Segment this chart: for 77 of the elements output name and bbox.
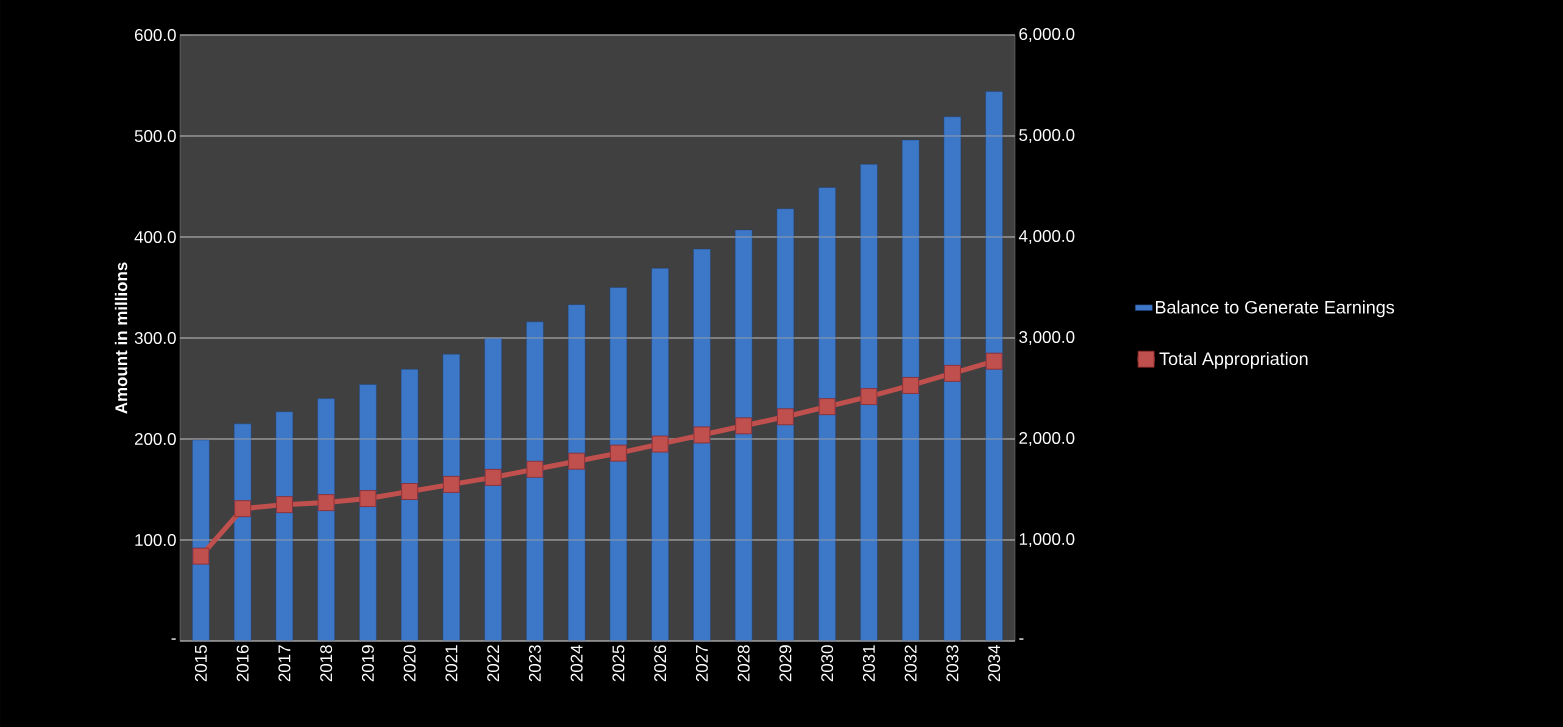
point [526, 460, 544, 478]
x-tick-label: 2026 [654, 645, 667, 682]
point [442, 476, 460, 493]
bar [860, 164, 878, 642]
point [609, 444, 627, 462]
point [943, 364, 961, 382]
x-tick-label: 2024 [570, 645, 583, 682]
y2-tick-label: 1,000.0 [1019, 532, 1075, 547]
bar [693, 248, 711, 642]
x-tick-label: 2015 [194, 645, 207, 682]
bar [359, 384, 377, 642]
legend-label: Balance to Generate Earnings [1155, 300, 1395, 318]
bar [484, 337, 502, 642]
y2-tick-label: 4,000.0 [1018, 229, 1075, 244]
y-axis-title: Amount in millions [114, 262, 128, 414]
bar [233, 423, 252, 642]
bar [818, 187, 836, 642]
y-tick-label: 400.0 [134, 230, 176, 243]
bar [901, 139, 920, 642]
x-tick-label: 2030 [821, 645, 834, 682]
x-tick-label: 2020 [403, 645, 416, 682]
bar [400, 369, 419, 642]
y-tick-label: 100.0 [135, 533, 176, 546]
y2-tick-label: 5,000.0 [1019, 128, 1075, 143]
bar [943, 116, 962, 642]
x-tick-label: 2021 [445, 645, 458, 682]
bar [317, 398, 335, 642]
x-tick-label: 2023 [528, 645, 541, 682]
bar [985, 91, 1003, 642]
legend-label: Total Appropriation [1159, 351, 1308, 369]
y-tick-label: 600.0 [134, 28, 176, 41]
point [484, 468, 502, 486]
x-tick-label: 2034 [988, 645, 1001, 682]
x-tick-label: 2027 [695, 645, 708, 682]
x-tick-label: 2017 [278, 645, 291, 682]
y-tick-label: 500.0 [134, 129, 176, 142]
x-tick-label: 2019 [361, 645, 374, 682]
point [651, 435, 669, 453]
point [818, 398, 836, 416]
x-tick-label: 2025 [612, 645, 625, 682]
point [317, 494, 335, 512]
bar [567, 304, 586, 642]
point [860, 388, 878, 405]
bar [275, 411, 294, 642]
bar [651, 268, 669, 642]
x-tick-label: 2016 [236, 645, 249, 682]
point [359, 490, 377, 507]
point [192, 547, 210, 565]
y-tick-label: 200.0 [134, 432, 176, 445]
x-tick-label: 2031 [862, 645, 875, 682]
point [776, 408, 794, 426]
bar [609, 287, 628, 642]
x-tick-label: 2018 [320, 645, 333, 682]
x-tick-label: 2028 [737, 645, 750, 682]
x-tick-label: 2029 [779, 645, 792, 682]
bar [776, 208, 795, 642]
bar [734, 229, 753, 642]
point [401, 483, 419, 500]
x-tick-label: 2032 [904, 645, 917, 682]
y2-tick-label: 3,000.0 [1019, 330, 1075, 345]
y2-tick-label: - [1019, 638, 1024, 640]
x-tick-label: 2033 [946, 645, 959, 682]
point [693, 426, 711, 444]
y-tick-label: 300.0 [134, 331, 176, 344]
point [275, 496, 293, 514]
point [568, 452, 586, 470]
x-tick-label: 2022 [487, 645, 500, 682]
bar [442, 353, 461, 642]
bar [526, 321, 544, 642]
y2-tick-label: 2,000.0 [1019, 431, 1075, 446]
y-tick-label: - [171, 638, 176, 640]
point [985, 352, 1003, 370]
y2-tick-label: 6,000.0 [1019, 27, 1075, 42]
point [902, 377, 920, 394]
point [735, 417, 753, 435]
point [234, 500, 252, 518]
bar [192, 439, 210, 642]
